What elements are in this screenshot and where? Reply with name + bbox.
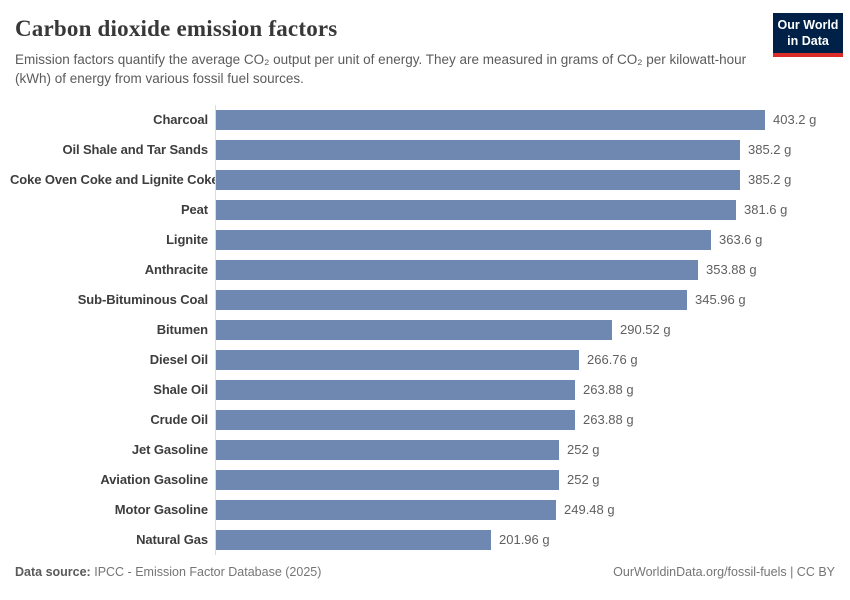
value-label: 263.88 g — [583, 382, 634, 398]
bar[interactable] — [216, 409, 575, 430]
value-label: 345.96 g — [695, 292, 746, 308]
bar[interactable] — [216, 439, 559, 460]
bar[interactable] — [216, 199, 736, 220]
chart-header: Carbon dioxide emission factors Emission… — [0, 0, 850, 89]
chart-row: Motor Gasoline 249.48 g — [10, 494, 850, 525]
page-title: Carbon dioxide emission factors — [15, 16, 338, 41]
value-label: 263.88 g — [583, 412, 634, 428]
chart-row: Anthracite 353.88 g — [10, 254, 850, 285]
bar-area: 266.76 g — [215, 344, 850, 375]
category-label: Coke Oven Coke and Lignite Coke — [10, 172, 219, 188]
bar[interactable] — [216, 379, 575, 400]
chart-row: Shale Oil 263.88 g — [10, 374, 850, 405]
owid-logo[interactable]: Our World in Data — [773, 13, 843, 58]
bar[interactable] — [216, 499, 556, 520]
bar-area: 345.96 g — [215, 284, 850, 315]
category-label: Shale Oil — [153, 382, 208, 398]
bar[interactable] — [216, 319, 612, 340]
category-label: Bitumen — [156, 322, 208, 338]
category-label: Charcoal — [153, 112, 208, 128]
chart-row: Natural Gas 201.96 g — [10, 524, 850, 555]
chart-row: Peat 381.6 g — [10, 194, 850, 225]
bar-area: 353.88 g — [215, 254, 850, 285]
bar-area: 252 g — [215, 434, 850, 465]
value-label: 363.6 g — [719, 232, 763, 248]
bar[interactable] — [216, 139, 740, 160]
value-label: 249.48 g — [564, 502, 615, 518]
bar[interactable] — [216, 169, 740, 190]
value-label: 252 g — [567, 472, 600, 488]
bar-area: 385.2 g — [215, 164, 850, 195]
chart-row: Charcoal 403.2 g — [10, 104, 850, 135]
chart-row: Coke Oven Coke and Lignite Coke 385.2 g — [10, 164, 850, 195]
bar-area: 290.52 g — [215, 314, 850, 345]
data-source-label: Data source: — [15, 564, 91, 579]
bar-chart: Charcoal 403.2 g Oil Shale and Tar Sands… — [10, 104, 850, 555]
category-label: Anthracite — [144, 262, 208, 278]
bar[interactable] — [216, 229, 711, 250]
bar[interactable] — [216, 529, 491, 550]
bar-area: 263.88 g — [215, 374, 850, 405]
value-label: 290.52 g — [620, 322, 671, 338]
chart-subtitle: Emission factors quantify the average CO… — [15, 51, 747, 87]
chart-row: Oil Shale and Tar Sands 385.2 g — [10, 134, 850, 165]
chart-row: Aviation Gasoline 252 g — [10, 464, 850, 495]
category-label: Natural Gas — [136, 532, 208, 548]
category-label: Aviation Gasoline — [100, 472, 208, 488]
bar[interactable] — [216, 469, 559, 490]
owid-logo-line2: in Data — [787, 33, 829, 48]
bar[interactable] — [216, 109, 765, 130]
category-label: Oil Shale and Tar Sands — [62, 142, 208, 158]
value-label: 252 g — [567, 442, 600, 458]
chart-row: Crude Oil 263.88 g — [10, 404, 850, 435]
category-label: Diesel Oil — [149, 352, 208, 368]
category-label: Motor Gasoline — [114, 502, 208, 518]
bar-area: 252 g — [215, 464, 850, 495]
chart-row: Lignite 363.6 g — [10, 224, 850, 255]
chart-row: Diesel Oil 266.76 g — [10, 344, 850, 375]
category-label: Crude Oil — [150, 412, 208, 428]
category-label: Jet Gasoline — [131, 442, 208, 458]
chart-row: Bitumen 290.52 g — [10, 314, 850, 345]
bar-area: 403.2 g — [215, 104, 850, 135]
credit-link[interactable]: OurWorldinData.org/fossil-fuels | CC BY — [613, 564, 835, 579]
category-label: Sub-Bituminous Coal — [77, 292, 208, 308]
chart-row: Sub-Bituminous Coal 345.96 g — [10, 284, 850, 315]
category-label: Peat — [180, 202, 208, 218]
category-label: Lignite — [166, 232, 208, 248]
value-label: 201.96 g — [499, 532, 550, 548]
value-label: 381.6 g — [744, 202, 788, 218]
bar-area: 263.88 g — [215, 404, 850, 435]
bar[interactable] — [216, 349, 579, 370]
value-label: 385.2 g — [748, 142, 792, 158]
owid-logo-line1: Our World — [777, 18, 839, 32]
data-source: Data source: IPCC - Emission Factor Data… — [15, 565, 321, 579]
value-label: 266.76 g — [587, 352, 638, 368]
value-label: 353.88 g — [706, 262, 757, 278]
data-source-text: IPCC - Emission Factor Database (2025) — [94, 564, 322, 579]
bar-area: 381.6 g — [215, 194, 850, 225]
chart-row: Jet Gasoline 252 g — [10, 434, 850, 465]
bar-area: 385.2 g — [215, 134, 850, 165]
bar[interactable] — [216, 259, 698, 280]
bar-area: 363.6 g — [215, 224, 850, 255]
value-label: 403.2 g — [773, 112, 817, 128]
value-label: 385.2 g — [748, 172, 792, 188]
chart-footer: Data source: IPCC - Emission Factor Data… — [15, 565, 835, 579]
bar-area: 201.96 g — [215, 524, 850, 555]
bar[interactable] — [216, 289, 687, 310]
bar-area: 249.48 g — [215, 494, 850, 525]
